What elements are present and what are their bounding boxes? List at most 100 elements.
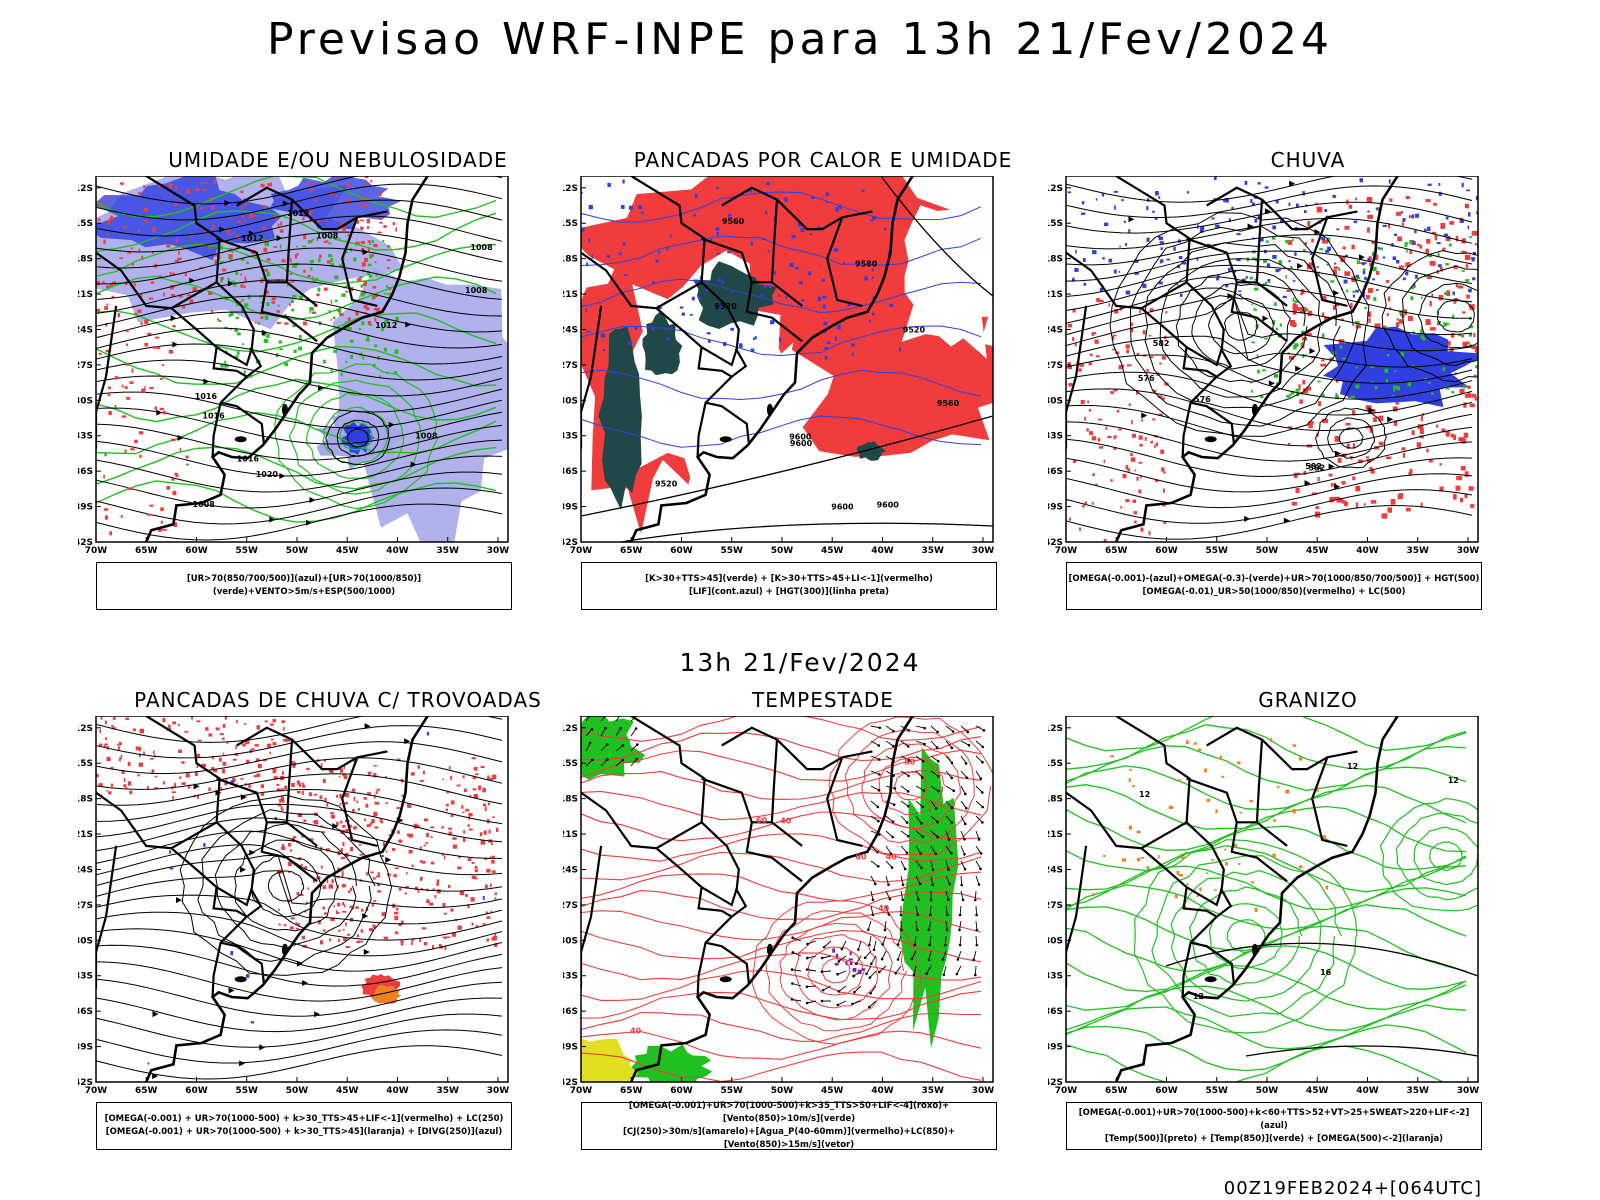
field-cell <box>345 922 347 927</box>
field-cell <box>395 227 398 232</box>
contour-label: 9520 <box>714 302 737 311</box>
field-cell <box>324 287 328 291</box>
contour-label: 576 <box>1194 395 1211 404</box>
field-cell <box>1467 225 1470 230</box>
streamline <box>96 263 503 301</box>
field-cell <box>392 848 396 851</box>
field-cell <box>1254 278 1258 281</box>
field-cell <box>1253 307 1256 312</box>
field-cell <box>110 284 113 287</box>
field-cell <box>1471 257 1475 262</box>
wind-vector-head <box>950 806 954 810</box>
wind-vector-head <box>888 897 892 901</box>
wind-vector <box>957 950 962 960</box>
field-cell <box>106 233 110 236</box>
field-cell <box>1112 392 1114 394</box>
contour <box>1066 1024 1467 1072</box>
wind-vector-head <box>963 867 967 871</box>
field-cell <box>296 253 299 256</box>
field-cell <box>121 770 125 774</box>
streamline-arrow <box>152 1011 159 1018</box>
field-cell <box>1367 214 1374 219</box>
field-cell <box>1321 312 1325 317</box>
wind-vector-head <box>900 928 903 932</box>
field-cell <box>308 792 313 796</box>
field-cell <box>367 792 371 795</box>
field-cell <box>287 282 289 287</box>
wind-vector-head <box>927 928 931 932</box>
field-cell <box>1113 435 1117 438</box>
field-cell <box>1103 854 1106 858</box>
field-cell <box>244 276 246 280</box>
field-cell <box>448 766 451 770</box>
field-cell <box>169 285 174 290</box>
field-cell <box>174 783 176 788</box>
field-cell <box>334 299 338 303</box>
field-cell <box>462 837 466 842</box>
field-cell <box>151 251 154 254</box>
field-cell <box>1114 205 1116 210</box>
field-cell <box>419 780 424 782</box>
lat-label: 12S <box>563 184 578 194</box>
field-cell <box>1075 249 1077 254</box>
field-cell <box>1079 363 1084 367</box>
field-cell <box>1400 352 1404 357</box>
wind-vector <box>975 845 982 854</box>
field-cell <box>1344 271 1351 276</box>
field-cell <box>848 958 854 961</box>
wind-vector <box>895 965 902 974</box>
field-cell <box>205 727 209 731</box>
wind-vector-head <box>974 973 977 977</box>
field-cell <box>765 210 768 215</box>
field-cell <box>138 191 141 195</box>
field-cell <box>264 269 268 272</box>
wind-vector <box>900 860 906 870</box>
contour <box>325 410 391 466</box>
wind-vector <box>975 905 978 916</box>
field-cell <box>186 189 191 194</box>
field-cell <box>1294 252 1297 256</box>
field-cell <box>369 324 373 326</box>
field-cell <box>1371 240 1376 244</box>
field-cell <box>1355 274 1359 278</box>
field-cell <box>162 528 167 531</box>
mid-title: 13h 21/Fev/2024 <box>679 648 921 677</box>
field-cell <box>1470 504 1475 508</box>
field-cell <box>387 245 390 248</box>
wind-vector <box>585 728 593 737</box>
field-cell <box>1325 249 1330 253</box>
field-cell <box>331 879 334 884</box>
field-cell <box>279 244 282 249</box>
lon-label: 65W <box>135 546 158 556</box>
wind-vector-head <box>927 958 931 962</box>
wind-vector-head <box>915 928 919 932</box>
field-cell <box>1121 199 1124 202</box>
streamline <box>96 439 503 477</box>
wind-vector <box>792 969 802 972</box>
field-cell <box>211 205 215 210</box>
field-cell <box>1298 865 1303 869</box>
wind-vector <box>870 955 877 964</box>
field-cell <box>213 179 217 184</box>
field-cell <box>1122 364 1125 368</box>
wind-vector-head <box>981 805 984 809</box>
lon-label: 55W <box>721 546 744 556</box>
field-cell <box>1393 388 1395 392</box>
field-cell <box>1458 437 1465 442</box>
field-cell <box>365 183 368 187</box>
field-cell <box>352 809 355 814</box>
field-cell <box>213 768 218 773</box>
field-cell <box>487 775 490 780</box>
field-cell <box>1296 203 1299 208</box>
panel-legend: [UR>70(850/700/500)](azul)+[UR>70(1000/8… <box>96 562 512 610</box>
wind-vector-head <box>905 851 909 854</box>
contour-label: 576 <box>1138 374 1155 383</box>
field-cell <box>1294 300 1299 303</box>
field-cell <box>208 733 213 737</box>
field-cell <box>353 257 357 262</box>
field-cell <box>280 799 285 803</box>
field-cell <box>1138 435 1143 440</box>
contour <box>96 243 497 285</box>
wind-vector <box>885 905 890 915</box>
field-cell <box>159 377 164 380</box>
